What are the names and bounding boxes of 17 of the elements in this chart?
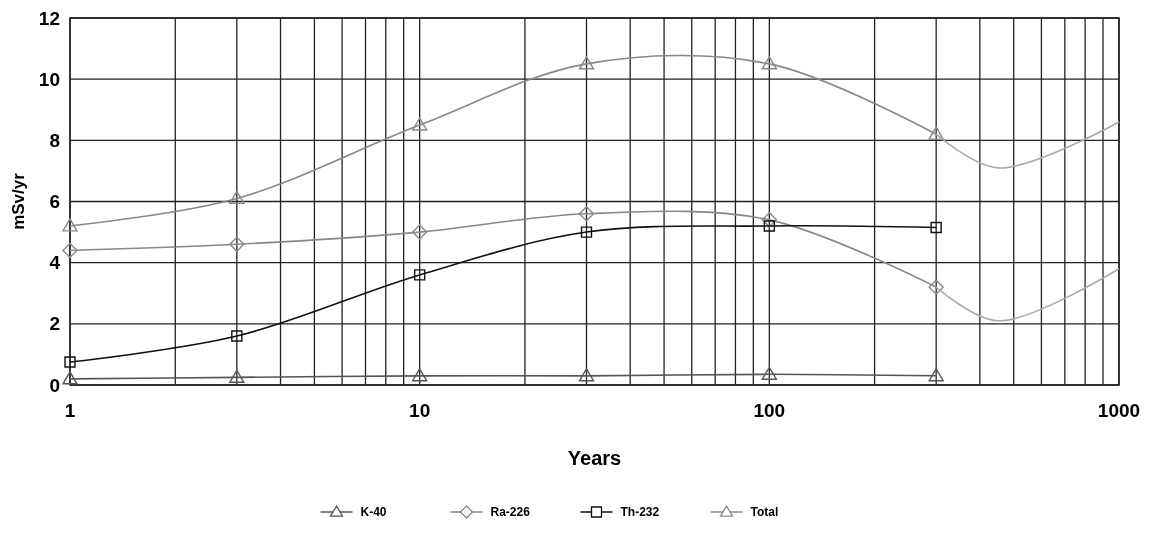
y-tick-label: 6 [49, 191, 60, 213]
y-tick-label: 0 [49, 374, 60, 396]
x-tick-label: 10 [409, 400, 431, 421]
y-tick-label: 12 [38, 7, 60, 29]
legend-label: K-40 [360, 505, 387, 520]
x-axis-title: Years [567, 447, 622, 469]
x-tick-label: 100 [753, 400, 786, 421]
x-tick-label: 1000 [1097, 400, 1141, 421]
y-axis-title: mSv/yr [9, 172, 28, 230]
legend-label: Th-232 [620, 505, 660, 520]
x-tick-label: 1 [64, 400, 76, 421]
legend-label: Total [750, 505, 779, 520]
y-tick-label: 8 [49, 129, 60, 151]
y-tick-label: 10 [38, 68, 60, 90]
y-tick-label: 2 [49, 313, 60, 335]
y-tick-label: 4 [49, 252, 61, 274]
legend-label: Ra-226 [490, 505, 531, 520]
